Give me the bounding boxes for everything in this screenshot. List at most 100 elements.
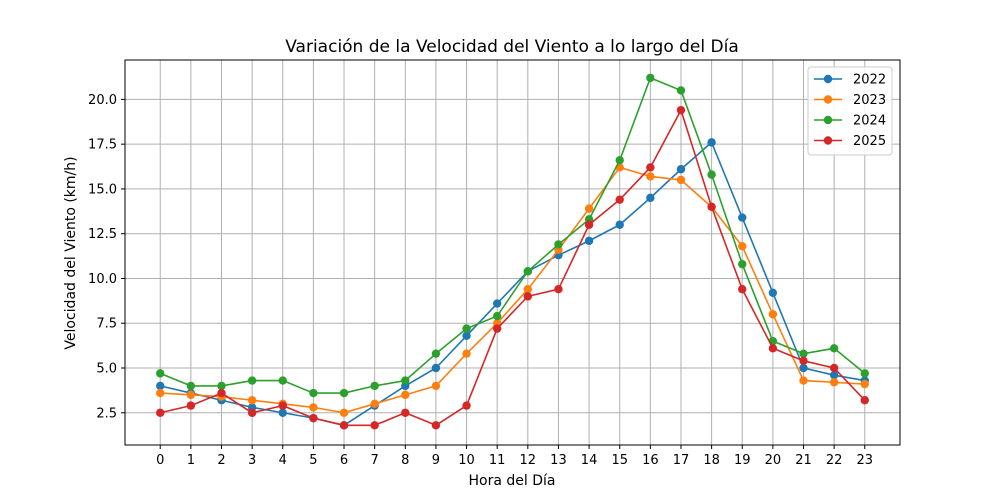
x-tick-label: 22 (826, 453, 843, 468)
data-point-2022 (156, 381, 165, 391)
data-point-2025 (401, 408, 410, 417)
y-tick-label: 5.0 (96, 362, 117, 377)
data-point-2024 (554, 240, 563, 249)
data-point-2025 (339, 421, 349, 430)
data-point-2023 (646, 172, 655, 181)
series-layer (156, 73, 869, 430)
data-point-2023 (860, 379, 869, 389)
y-tick-label: 15.0 (88, 182, 117, 197)
data-point-2022 (768, 288, 778, 297)
data-point-2024 (860, 369, 869, 378)
legend-label-2024: 2024 (853, 114, 886, 129)
data-point-2022 (431, 363, 441, 373)
x-tick-label: 12 (520, 453, 537, 468)
chart-title: Variación de la Velocidad del Viento a l… (285, 37, 739, 57)
x-tick-label: 18 (703, 453, 720, 468)
legend-label-2023: 2023 (853, 93, 886, 108)
data-point-2025 (676, 105, 686, 115)
series-line-2023 (160, 166, 865, 414)
data-point-2025 (799, 356, 808, 366)
series-2024 (156, 73, 869, 398)
data-point-2023 (339, 408, 349, 417)
data-point-2024 (829, 344, 839, 353)
plot-frame (124, 59, 901, 446)
x-tick-label: 0 (156, 453, 164, 468)
data-point-2024 (523, 267, 533, 276)
data-point-2025 (370, 421, 379, 430)
y-tick-label: 2.5 (96, 406, 117, 421)
series-line-2024 (159, 77, 866, 394)
x-tick-label: 21 (795, 453, 812, 468)
x-tick-label: 8 (401, 453, 409, 468)
data-point-2024 (401, 376, 410, 385)
data-point-2025 (523, 292, 533, 301)
legend-label-2025: 2025 (853, 134, 886, 149)
x-tick-label: 7 (371, 453, 379, 468)
data-point-2024 (462, 324, 471, 333)
y-axis-label: Velocidad del Viento (km/h) (63, 156, 79, 349)
data-point-2022 (462, 331, 471, 340)
y-tick-label: 10.0 (88, 272, 117, 287)
data-point-2024 (247, 376, 257, 385)
data-point-2025 (492, 324, 502, 333)
data-point-2025 (247, 408, 257, 417)
data-point-2022 (676, 165, 686, 174)
y-tick-label: 12.5 (88, 227, 117, 242)
legend-marker-2024 (823, 115, 833, 125)
x-tick-label: 15 (611, 453, 628, 468)
x-tick-label: 19 (734, 453, 751, 468)
data-point-2024 (309, 388, 318, 398)
series-2023 (156, 163, 869, 417)
legend: 2022 2023 2024 2025 (807, 66, 893, 156)
data-point-2025 (615, 195, 624, 204)
data-point-2024 (492, 311, 502, 321)
x-tick-label: 10 (458, 453, 475, 468)
data-point-2022 (799, 363, 808, 373)
data-point-2022 (829, 370, 839, 380)
data-point-2022 (584, 236, 594, 246)
legend-box (807, 66, 893, 156)
y-tick-label: 20.0 (88, 93, 117, 108)
data-point-2024 (217, 381, 226, 391)
x-tick-label: 11 (489, 453, 506, 468)
series-2025 (156, 105, 869, 430)
series-line-2025 (160, 109, 866, 427)
data-point-2022 (646, 193, 655, 203)
data-point-2023 (676, 175, 686, 185)
data-point-2024 (186, 381, 196, 391)
x-tick-label: 16 (642, 453, 659, 468)
y-tick-label: 7.5 (96, 317, 117, 332)
data-point-2023 (738, 242, 747, 251)
data-point-2025 (217, 388, 226, 398)
data-point-2023 (768, 310, 778, 319)
data-point-2025 (309, 413, 318, 423)
x-tick-label: 6 (340, 453, 348, 468)
y-tick-label: 17.5 (88, 138, 117, 153)
data-point-2025 (860, 396, 869, 405)
data-point-2025 (768, 344, 778, 353)
x-tick-label: 2 (217, 453, 225, 468)
data-point-2023 (799, 376, 808, 385)
axes: 0 1 2 3 4 5 6 7 8 9 10 11 12 13 14 15 16 17 18 19 20 21 22 232.… (88, 59, 901, 468)
data-point-2023 (523, 285, 533, 294)
x-tick-label: 1 (187, 453, 195, 468)
data-point-2025 (738, 285, 747, 294)
data-point-2025 (462, 401, 471, 410)
data-point-2025 (584, 220, 594, 229)
data-point-2023 (156, 388, 165, 398)
data-point-2023 (370, 399, 379, 409)
data-point-2024 (339, 388, 349, 398)
x-tick-label: 23 (856, 453, 873, 468)
data-point-2022 (278, 408, 287, 417)
x-tick-label: 13 (550, 453, 567, 468)
data-point-2024 (431, 349, 441, 358)
data-point-2023 (309, 403, 318, 412)
data-point-2025 (554, 285, 563, 294)
data-point-2023 (401, 390, 410, 400)
x-tick-label: 3 (248, 453, 256, 468)
x-tick-label: 17 (673, 453, 690, 468)
data-point-2024 (615, 156, 624, 165)
x-tick-label: 4 (279, 453, 287, 468)
data-point-2023 (186, 390, 196, 400)
data-point-2023 (584, 204, 594, 213)
